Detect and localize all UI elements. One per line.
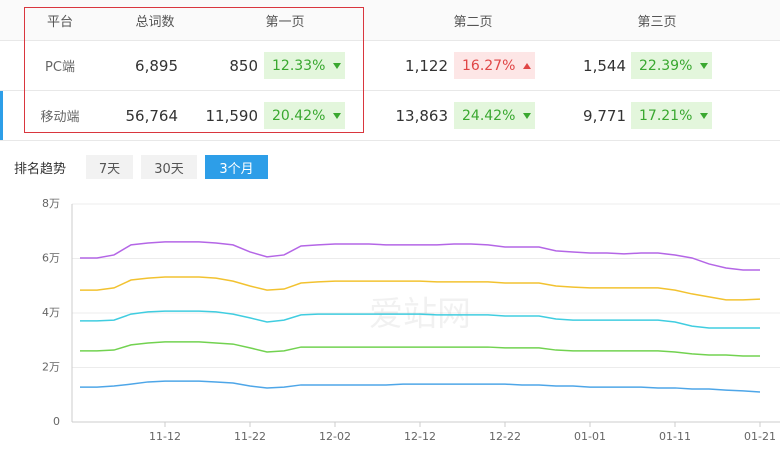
count: 11,590 xyxy=(205,106,259,125)
header-cell: 第二页 xyxy=(453,14,493,30)
series-line xyxy=(80,310,760,329)
count: 1,122 xyxy=(405,56,448,75)
tab-label: 排名趋势 xyxy=(14,161,67,177)
x-tick-label: 01-01 xyxy=(574,430,606,443)
series-line xyxy=(80,241,760,271)
header-cell: 平台 xyxy=(46,14,73,30)
x-tick-label: 11-12 xyxy=(149,430,181,443)
y-tick-label: 2万 xyxy=(42,361,60,374)
x-tick-label: 01-21 xyxy=(744,430,776,443)
platform: PC端 xyxy=(45,60,75,75)
y-tick-label: 4万 xyxy=(42,306,60,319)
x-tick-label: 12-22 xyxy=(489,430,521,443)
change-badge: 22.39% xyxy=(631,52,712,79)
table-row[interactable]: 移动端 56,764 11,590 20.42% 13,863 24.42% 9… xyxy=(0,91,780,141)
tab[interactable]: 30天 xyxy=(141,155,197,179)
count: 9,771 xyxy=(583,106,626,125)
change-badge: 16.27% xyxy=(454,52,535,79)
x-tick-label: 12-12 xyxy=(404,430,436,443)
total: 6,895 xyxy=(135,56,178,75)
y-tick-label: 0 xyxy=(53,415,60,428)
header-cell: 第一页 xyxy=(265,14,305,30)
selected-indicator xyxy=(0,91,3,140)
count: 1,544 xyxy=(583,56,626,75)
series-line xyxy=(80,276,761,301)
change-badge: 24.42% xyxy=(454,102,535,129)
ranking-table: 平台 总词数 第一页 第二页 第三页 PC端 6,895 850 12.33% … xyxy=(0,0,780,141)
highlight-box xyxy=(24,7,364,133)
header-cell: 总词数 xyxy=(135,14,175,30)
header-cell: 第三页 xyxy=(637,14,677,30)
count: 13,863 xyxy=(395,106,449,125)
count: 850 xyxy=(229,56,258,75)
series-line xyxy=(80,380,761,393)
change-badge: 17.21% xyxy=(631,102,712,129)
change-badge: 12.33% xyxy=(264,52,345,79)
y-tick-label: 8万 xyxy=(42,197,60,210)
tab-active[interactable]: 3个月 xyxy=(205,155,268,179)
y-tick-label: 6万 xyxy=(42,252,60,265)
change-badge: 20.42% xyxy=(264,102,345,129)
total: 56,764 xyxy=(125,106,179,125)
platform: 移动端 xyxy=(40,110,80,125)
header-row: 平台 总词数 第一页 第二页 第三页 xyxy=(0,0,780,41)
x-tick-label: 12-02 xyxy=(319,430,351,443)
table-row[interactable]: PC端 6,895 850 12.33% 1,122 16.27% 1,544 … xyxy=(0,41,780,91)
x-tick-label: 01-11 xyxy=(659,430,691,443)
tab[interactable]: 7天 xyxy=(86,155,133,179)
series-line xyxy=(80,341,760,357)
x-tick-label: 11-22 xyxy=(234,430,266,443)
